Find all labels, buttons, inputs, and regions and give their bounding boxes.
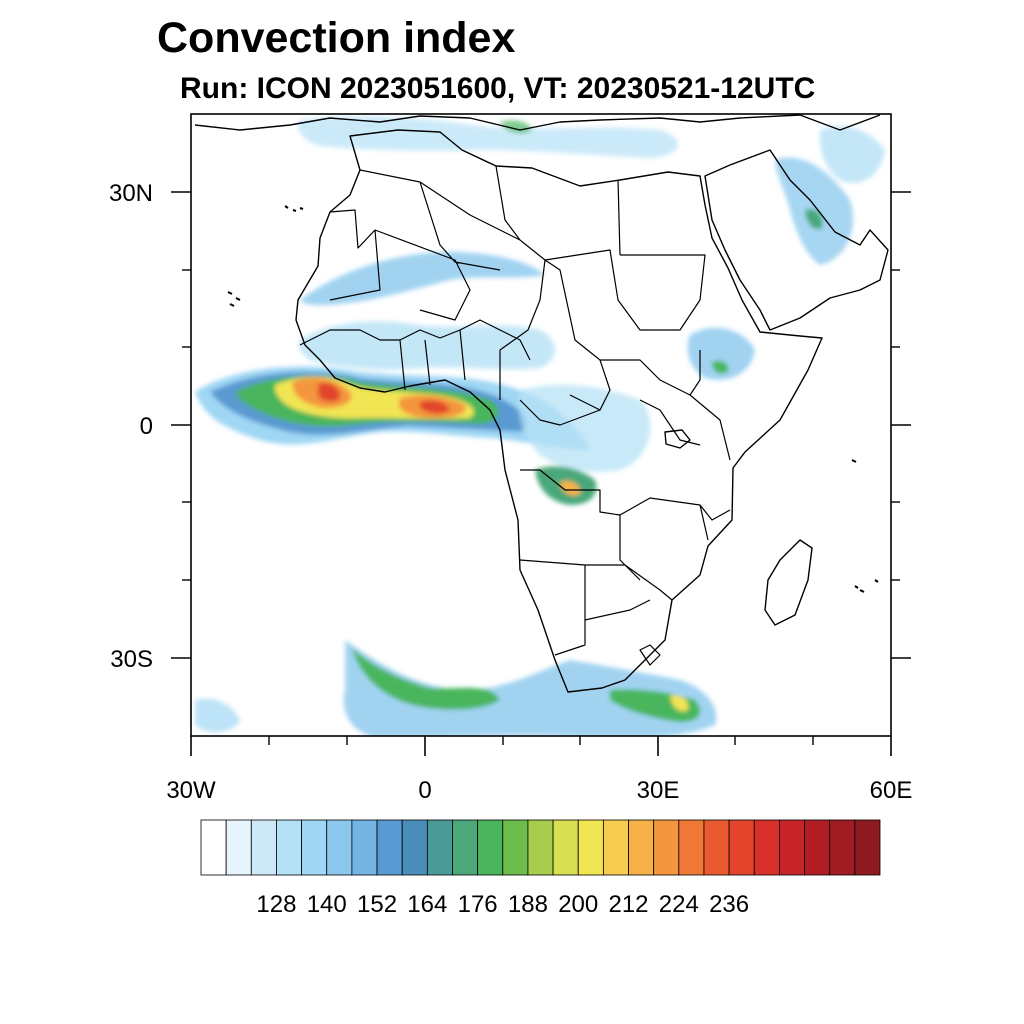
colorbar-bin xyxy=(326,819,353,876)
colorbar-tick-label: 200 xyxy=(558,891,598,918)
coastlines-and-borders xyxy=(194,114,889,693)
colorbar-bin xyxy=(301,819,328,876)
lon-tick-labels: 30W 0 30E 60E xyxy=(166,777,912,804)
colorbar-bin xyxy=(577,819,604,876)
colorbar-tick-label: 188 xyxy=(508,891,548,918)
cape-verde xyxy=(227,291,241,307)
southwest-cells xyxy=(195,698,240,733)
colorbar-bin xyxy=(376,819,403,876)
convection-field xyxy=(195,116,885,736)
colorbar-bin xyxy=(628,819,655,876)
east-islands xyxy=(851,459,879,593)
lon-label: 30W xyxy=(166,777,216,804)
itcz-core-red xyxy=(318,382,450,414)
colorbar-tick-label: 164 xyxy=(407,891,447,918)
lon-label: 30E xyxy=(637,777,680,804)
colorbar-bin xyxy=(200,819,227,876)
lat-label: 30S xyxy=(110,646,153,673)
sahel-west xyxy=(298,321,555,370)
colorbar-tick-label: 176 xyxy=(458,891,498,918)
colorbar-bin xyxy=(779,819,805,876)
mediterranean-green xyxy=(500,120,532,134)
colorbar-bin xyxy=(703,819,730,876)
colorbar-bin xyxy=(804,819,831,876)
angola-core xyxy=(560,480,581,496)
colorbar-bin xyxy=(276,819,302,876)
map-subtitle: Run: ICON 2023051600, VT: 20230521-12UTC xyxy=(180,72,816,105)
ethiopia-green xyxy=(712,360,729,374)
south-atlantic-green xyxy=(352,648,500,710)
sahel-band xyxy=(300,251,545,306)
europe-coast xyxy=(194,114,881,131)
colorbar-bin xyxy=(452,819,479,876)
colorbar-bin xyxy=(401,819,428,876)
colorbar-tick-label: 212 xyxy=(608,891,648,918)
colorbar-tick-label: 140 xyxy=(307,891,347,918)
colorbar-bin xyxy=(678,819,705,876)
map-title: Convection index xyxy=(157,14,516,62)
colorbar xyxy=(200,819,881,876)
lon-label: 60E xyxy=(870,777,913,804)
persian-gulf-cells xyxy=(819,126,885,184)
colorbar-bin xyxy=(552,819,579,876)
ethiopia-cells xyxy=(687,327,755,380)
colorbar-bin xyxy=(225,819,252,876)
congo-light xyxy=(518,384,651,472)
convection-shading xyxy=(195,116,885,736)
lon-label: 0 xyxy=(418,777,431,804)
lat-label: 30N xyxy=(109,180,153,207)
colorbar-bin xyxy=(602,819,629,876)
colorbar-bin xyxy=(753,819,780,876)
colorbar-bin xyxy=(829,819,856,876)
colorbar-bin xyxy=(502,819,529,876)
colorbar-bin xyxy=(351,819,378,876)
mediterranean-band xyxy=(298,116,679,158)
colorbar-bin xyxy=(728,819,755,876)
africa-coastline xyxy=(295,129,823,693)
lat-tick-labels: 30N 0 30S xyxy=(109,180,153,673)
canary-islands xyxy=(284,205,304,212)
colorbar-bin xyxy=(854,819,881,876)
madagascar xyxy=(764,539,813,626)
lake-victoria xyxy=(664,429,691,449)
colorbar-bin xyxy=(653,819,680,876)
country-borders xyxy=(299,165,731,666)
lat-label: 0 xyxy=(140,413,153,440)
arabian-peninsula xyxy=(704,149,889,331)
colorbar-bin xyxy=(250,819,277,876)
colorbar-bin xyxy=(527,819,554,876)
south-atlantic-front xyxy=(343,640,717,736)
colorbar-labels: 128 140 152 164 176 188 200 212 224 236 xyxy=(256,891,749,918)
arabia-green xyxy=(805,208,823,230)
colorbar-bin xyxy=(426,819,453,876)
colorbar-bin xyxy=(477,819,504,876)
south-africa-yellow xyxy=(670,695,689,712)
minor-ticks xyxy=(182,269,900,745)
major-ticks xyxy=(171,191,911,756)
colorbar-tick-label: 236 xyxy=(709,891,749,918)
colorbar-tick-label: 128 xyxy=(256,891,296,918)
colorbar-tick-label: 152 xyxy=(357,891,397,918)
colorbar-tick-label: 224 xyxy=(659,891,699,918)
